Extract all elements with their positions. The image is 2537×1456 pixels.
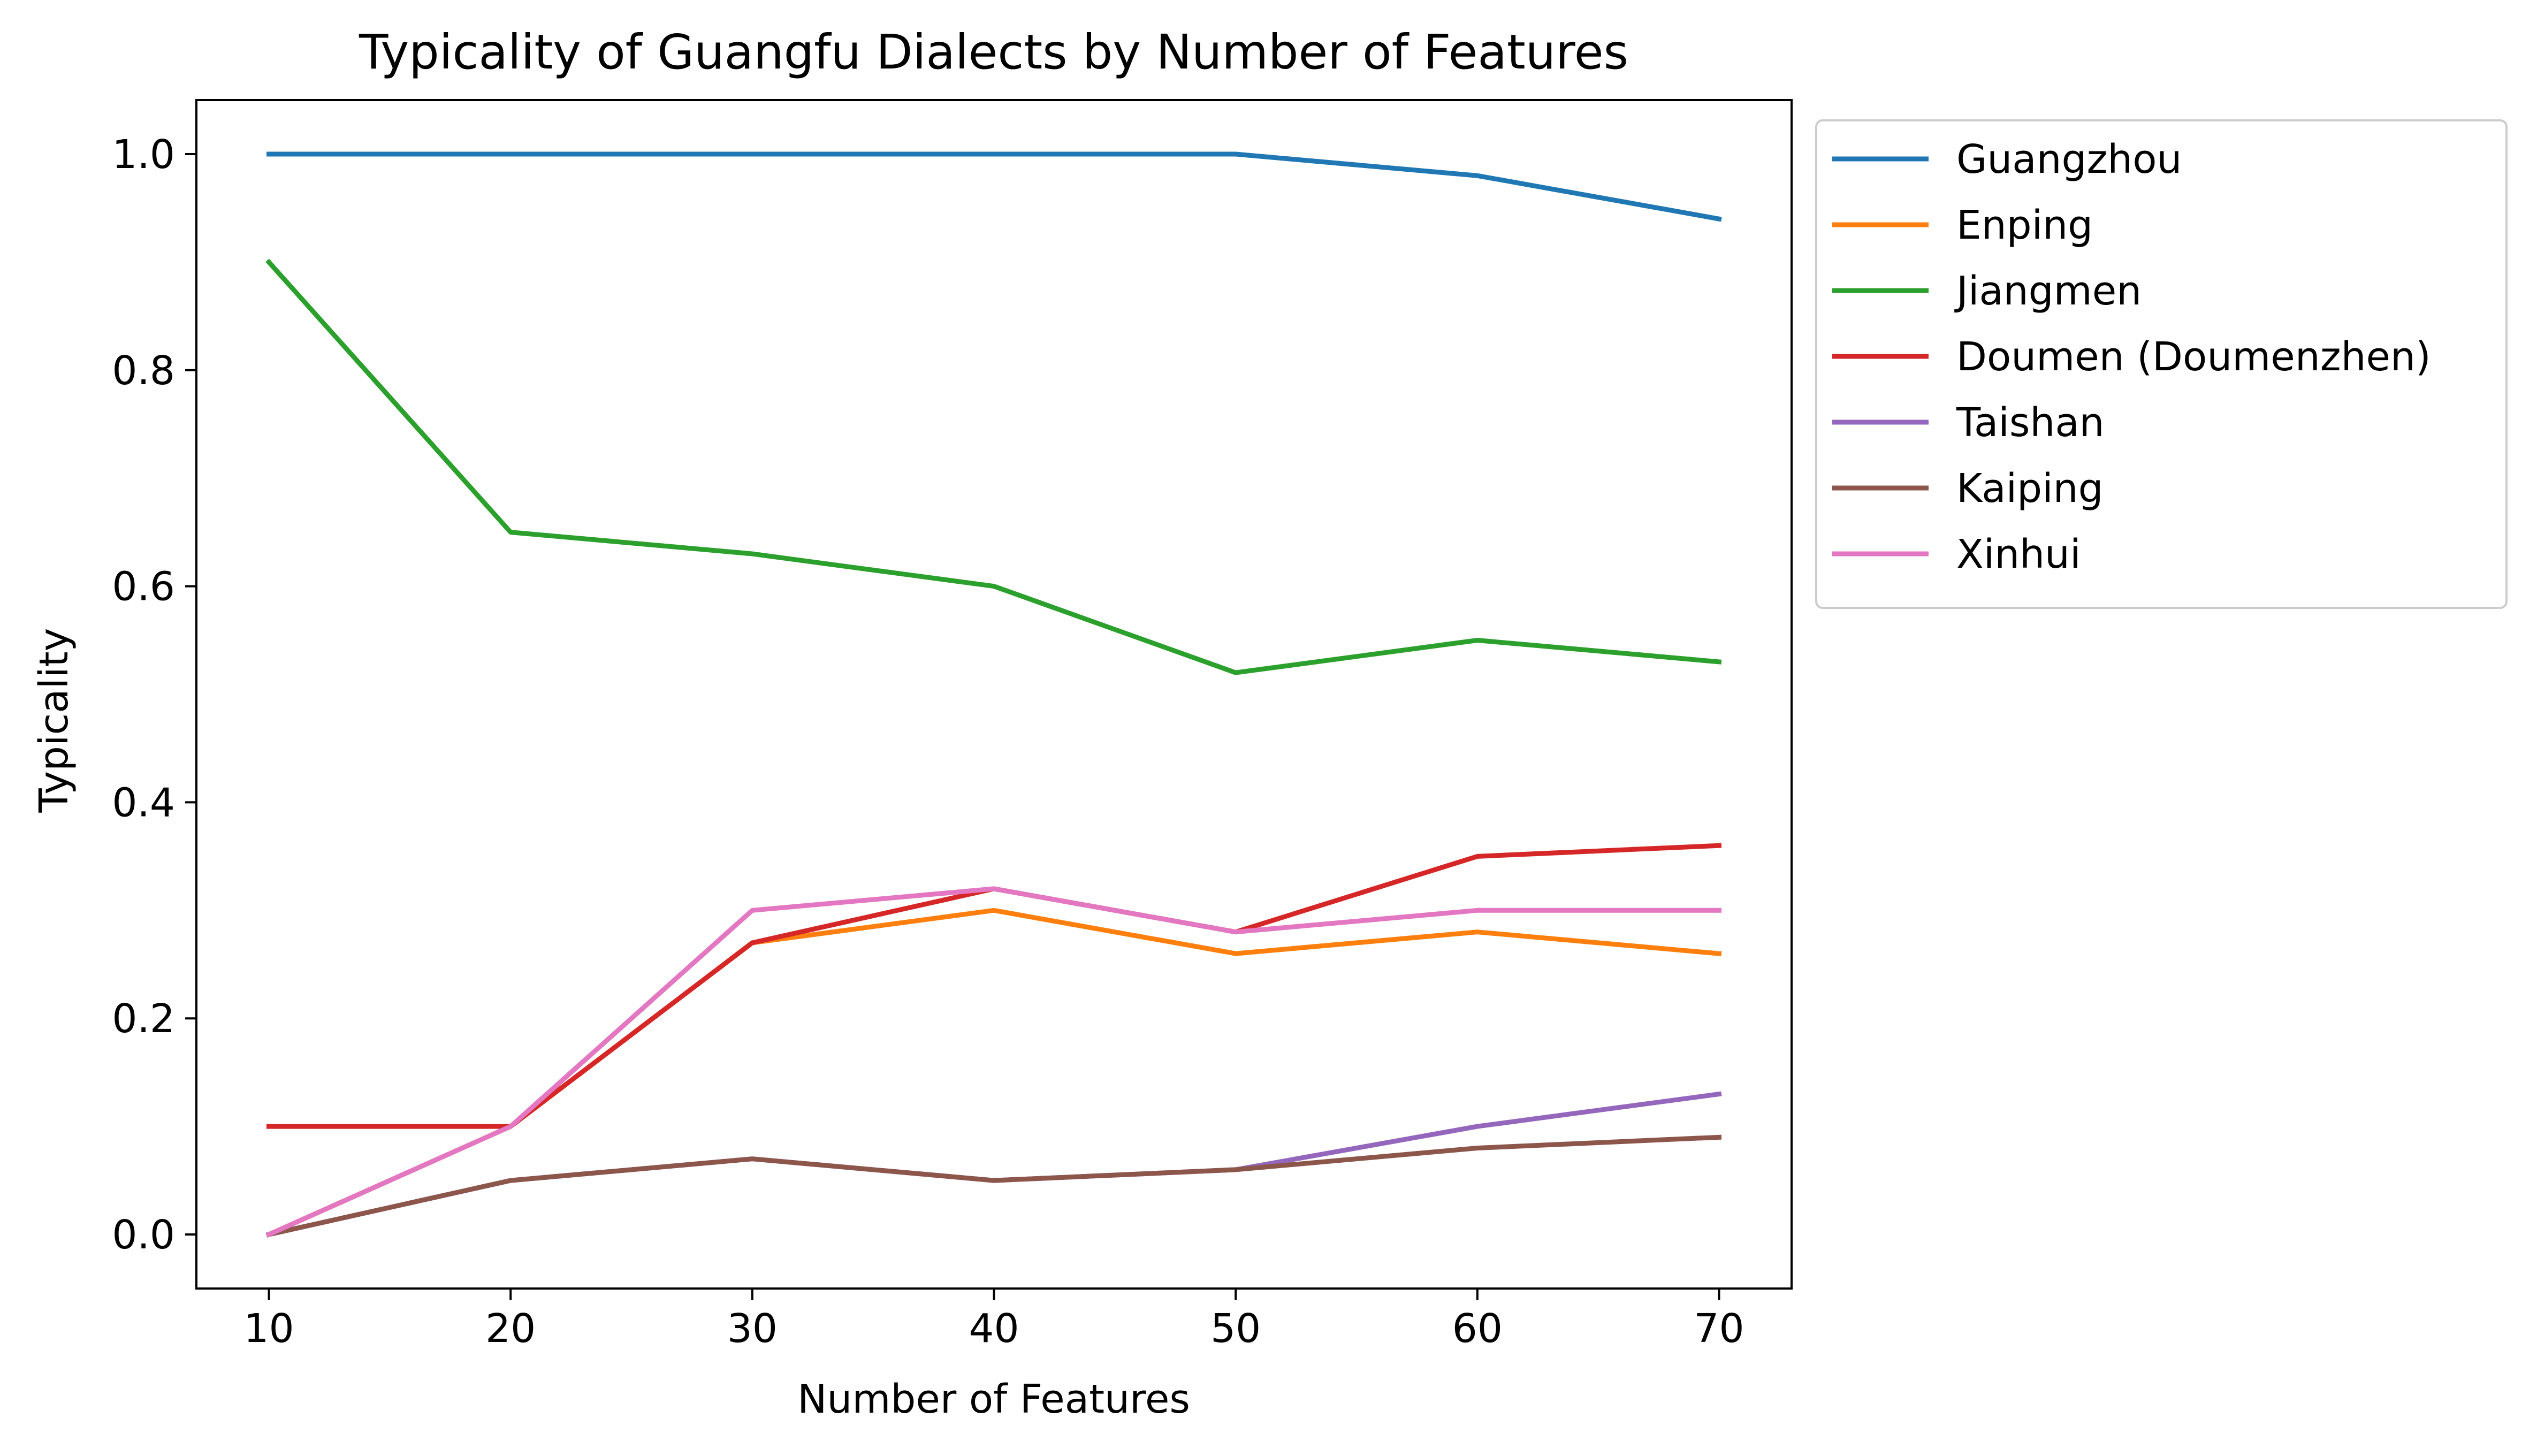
series-line-2 xyxy=(265,258,1722,675)
x-axis-label: Number of Features xyxy=(797,1376,1190,1422)
y-axis-label: Typicality xyxy=(31,628,77,813)
legend-label: Kaiping xyxy=(1956,466,2104,512)
y-tick-label: 0.4 xyxy=(112,780,175,826)
y-tick-label: 0.0 xyxy=(112,1212,175,1258)
chart-title: Typicality of Guangfu Dialects by Number… xyxy=(359,24,1628,80)
plot-area: 10 20 30 40 50 60 70 0.0 0.2 0.4 0.6 0.8 1.0 xyxy=(112,99,1793,1352)
legend-label: Doumen (Doumenzhen) xyxy=(1956,334,2431,380)
x-tick-label: 10 xyxy=(243,1306,294,1352)
y-tick-label: 0.8 xyxy=(112,348,175,394)
x-tick-label: 20 xyxy=(485,1306,536,1352)
series-line-4 xyxy=(266,1091,1722,1238)
x-tick-label: 40 xyxy=(969,1306,1019,1352)
series-line-0 xyxy=(266,151,1722,222)
legend-label: Enping xyxy=(1956,202,2093,248)
legend-box xyxy=(1815,119,2508,609)
legend: Guangzhou Enping Jiangmen Doumen (Doumenzhe… xyxy=(1815,119,2508,609)
x-tick-label: 30 xyxy=(727,1306,778,1352)
y-tick-label: 1.0 xyxy=(112,132,175,178)
plot-frame xyxy=(195,99,1793,1290)
x-tick-label: 50 xyxy=(1210,1306,1261,1352)
legend-label: Xinhui xyxy=(1956,531,2081,577)
legend-label: Jiangmen xyxy=(1954,268,2142,314)
series-line-6 xyxy=(265,886,1721,1238)
x-tick-label: 60 xyxy=(1452,1306,1503,1352)
y-tick-label: 0.2 xyxy=(112,996,175,1042)
legend-label: Guangzhou xyxy=(1956,136,2182,182)
legend-label: Taishan xyxy=(1956,400,2105,446)
x-tick-label: 70 xyxy=(1694,1306,1744,1352)
y-tick-label: 0.6 xyxy=(112,564,175,610)
series-line-5 xyxy=(266,1134,1722,1238)
